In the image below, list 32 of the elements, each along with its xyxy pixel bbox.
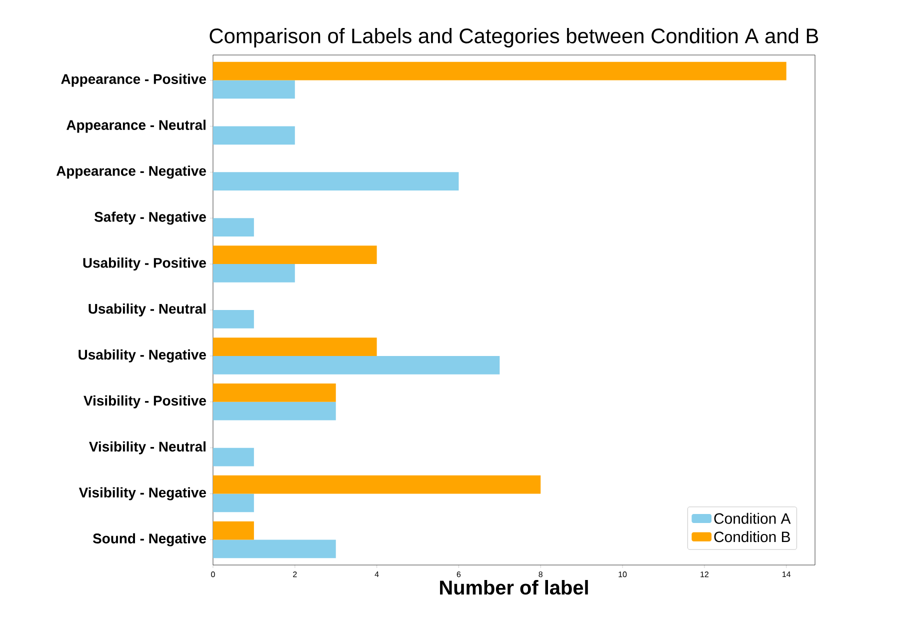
y-tick-label: Safety - Negative xyxy=(94,212,206,225)
y-tick-label: Usability - Neutral xyxy=(88,303,206,316)
bar xyxy=(213,172,459,191)
x-axis-title: Number of label xyxy=(440,580,588,595)
bar xyxy=(213,540,336,558)
bar xyxy=(213,521,254,540)
y-tick-label: Usability - Positive xyxy=(83,258,206,271)
legend-label: Condition B xyxy=(714,531,790,542)
legend-label: Condition A xyxy=(714,512,791,524)
y-tick-label: Sound - Negative xyxy=(92,533,206,546)
y-tick-label: Visibility - Positive xyxy=(84,395,206,408)
bar xyxy=(213,402,336,420)
y-tick-label: Appearance - Positive xyxy=(61,74,206,87)
bar xyxy=(213,384,336,402)
bar xyxy=(213,338,377,356)
y-tick-label: Appearance - Negative xyxy=(56,166,206,179)
bar xyxy=(213,448,254,466)
bar xyxy=(213,62,786,80)
y-tick-label: Visibility - Negative xyxy=(78,487,206,500)
bar xyxy=(213,264,295,282)
bar xyxy=(213,126,295,145)
y-tick-label: Usability - Negative xyxy=(78,349,206,362)
bar xyxy=(213,218,254,236)
bar xyxy=(213,475,541,494)
y-tick-label: Visibility - Neutral xyxy=(89,441,206,454)
bar xyxy=(213,310,254,328)
chart-title: Comparison of Labels and Categories between Condition A and B xyxy=(210,28,818,48)
bar xyxy=(213,356,500,374)
y-tick-label: Appearance - Neutral xyxy=(66,120,206,133)
bar xyxy=(213,80,295,99)
bar xyxy=(213,246,377,264)
bar xyxy=(213,494,254,512)
